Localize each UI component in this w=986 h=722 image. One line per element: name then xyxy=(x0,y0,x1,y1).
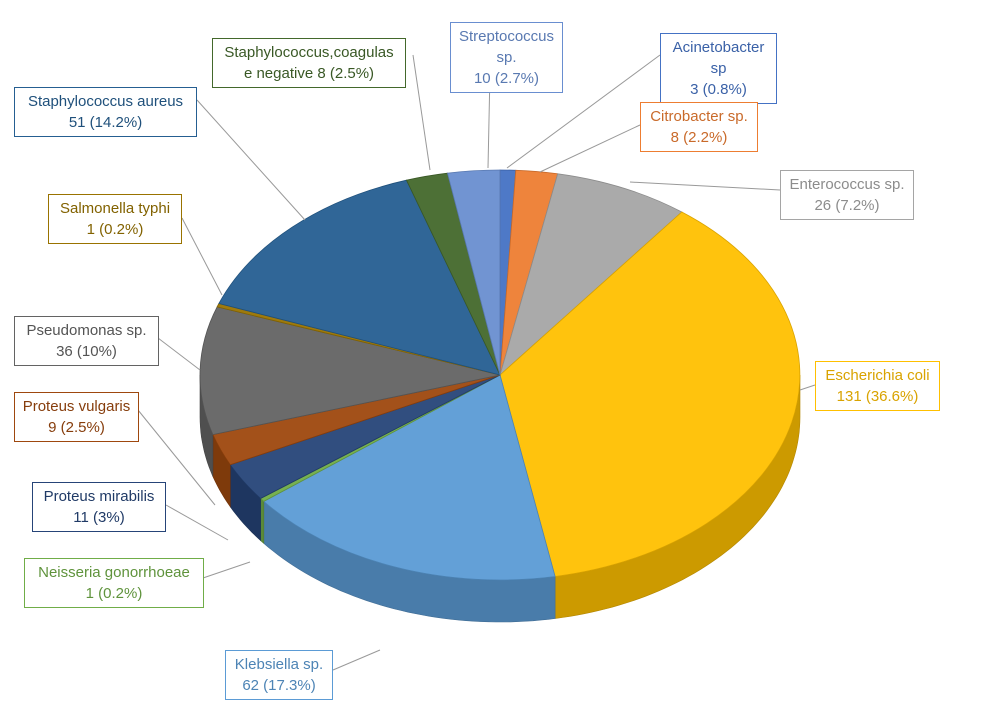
leader-line xyxy=(165,504,229,541)
label-value: 8 (2.2%) xyxy=(670,129,728,146)
leader-line xyxy=(157,337,201,371)
label-name: Staphylococcus aureus xyxy=(27,93,184,110)
label-value: 9 (2.5%) xyxy=(48,419,105,436)
leader-line xyxy=(137,409,216,506)
label-name: Enterococcus sp. xyxy=(789,176,905,193)
label-klebsiella: Klebsiella sp. 62 (17.3%) xyxy=(225,650,333,700)
leader-line xyxy=(799,384,816,391)
label-escherichia-coli: Escherichia coli 131 (36.6%) xyxy=(815,361,940,411)
leader-line xyxy=(332,649,381,671)
label-value: 131 (36.6%) xyxy=(836,388,919,405)
label-salmonella: Salmonella typhi 1 (0.2%) xyxy=(48,194,182,244)
slice-side xyxy=(260,497,265,545)
label-enterococcus: Enterococcus sp. 26 (7.2%) xyxy=(780,170,914,220)
leader-line xyxy=(412,54,431,171)
leader-line xyxy=(202,561,251,579)
label-name: Streptococcus sp. xyxy=(458,28,555,66)
label-value: 11 (3%) xyxy=(73,509,125,526)
label-value: 10 (2.7%) xyxy=(473,70,540,87)
slice-klebsiella-sp- xyxy=(263,374,556,581)
label-value: 26 (7.2%) xyxy=(814,197,880,214)
label-proteus-vulgaris: Proteus vulgaris 9 (2.5%) xyxy=(14,392,139,442)
leader-line xyxy=(629,181,781,191)
label-value: 1 (0.2%) xyxy=(86,221,144,238)
label-name: Escherichia coli xyxy=(825,367,930,384)
label-name: Proteus vulgaris xyxy=(22,398,131,415)
label-name: Acinetobacter sp xyxy=(672,39,765,77)
label-staph-aureus: Staphylococcus aureus 51 (14.2%) xyxy=(14,87,197,137)
label-neisseria: Neisseria gonorrhoeae 1 (0.2%) xyxy=(24,558,204,608)
label-citrobacter: Citrobacter sp. 8 (2.2%) xyxy=(640,102,758,152)
label-value: 1 (0.2%) xyxy=(85,585,143,602)
label-value: 62 (17.3%) xyxy=(242,677,316,694)
label-proteus-mirabilis: Proteus mirabilis 11 (3%) xyxy=(32,482,166,532)
slice-enterococcus-sp- xyxy=(499,173,683,377)
label-streptococcus: Streptococcus sp. 10 (2.7%) xyxy=(450,22,563,93)
leader-line xyxy=(181,217,223,296)
label-staph-cons: Staphylococcus,coagulas e negative 8 (2.… xyxy=(212,38,406,88)
label-pseudomonas: Pseudomonas sp. 36 (10%) xyxy=(14,316,159,366)
leader-line xyxy=(506,54,661,169)
label-name: Citrobacter sp. xyxy=(650,108,748,125)
label-name: Neisseria gonorrhoeae xyxy=(38,564,190,581)
label-name: Klebsiella sp. xyxy=(234,656,324,673)
label-name: Staphylococcus,coagulas e negative xyxy=(224,44,394,82)
slice-streptococcus-sp- xyxy=(446,169,501,376)
leader-line xyxy=(539,124,641,173)
slice-pseudomonas-sp- xyxy=(199,306,501,436)
label-name: Salmonella typhi xyxy=(59,200,171,217)
label-name: Proteus mirabilis xyxy=(43,488,155,505)
slice-escherichia-coli xyxy=(499,211,801,577)
leader-line xyxy=(196,99,306,221)
label-value: 36 (10%) xyxy=(56,343,117,360)
label-text: Staphylococcus,coagulas e negative 8 (2.… xyxy=(220,42,398,84)
label-value: 8 (2.5%) xyxy=(317,65,375,82)
label-acinetobacter: Acinetobacter sp 3 (0.8%) xyxy=(660,33,777,104)
label-value: 3 (0.8%) xyxy=(690,81,747,98)
label-name: Pseudomonas sp. xyxy=(26,322,147,339)
label-value: 51 (14.2%) xyxy=(68,114,143,131)
